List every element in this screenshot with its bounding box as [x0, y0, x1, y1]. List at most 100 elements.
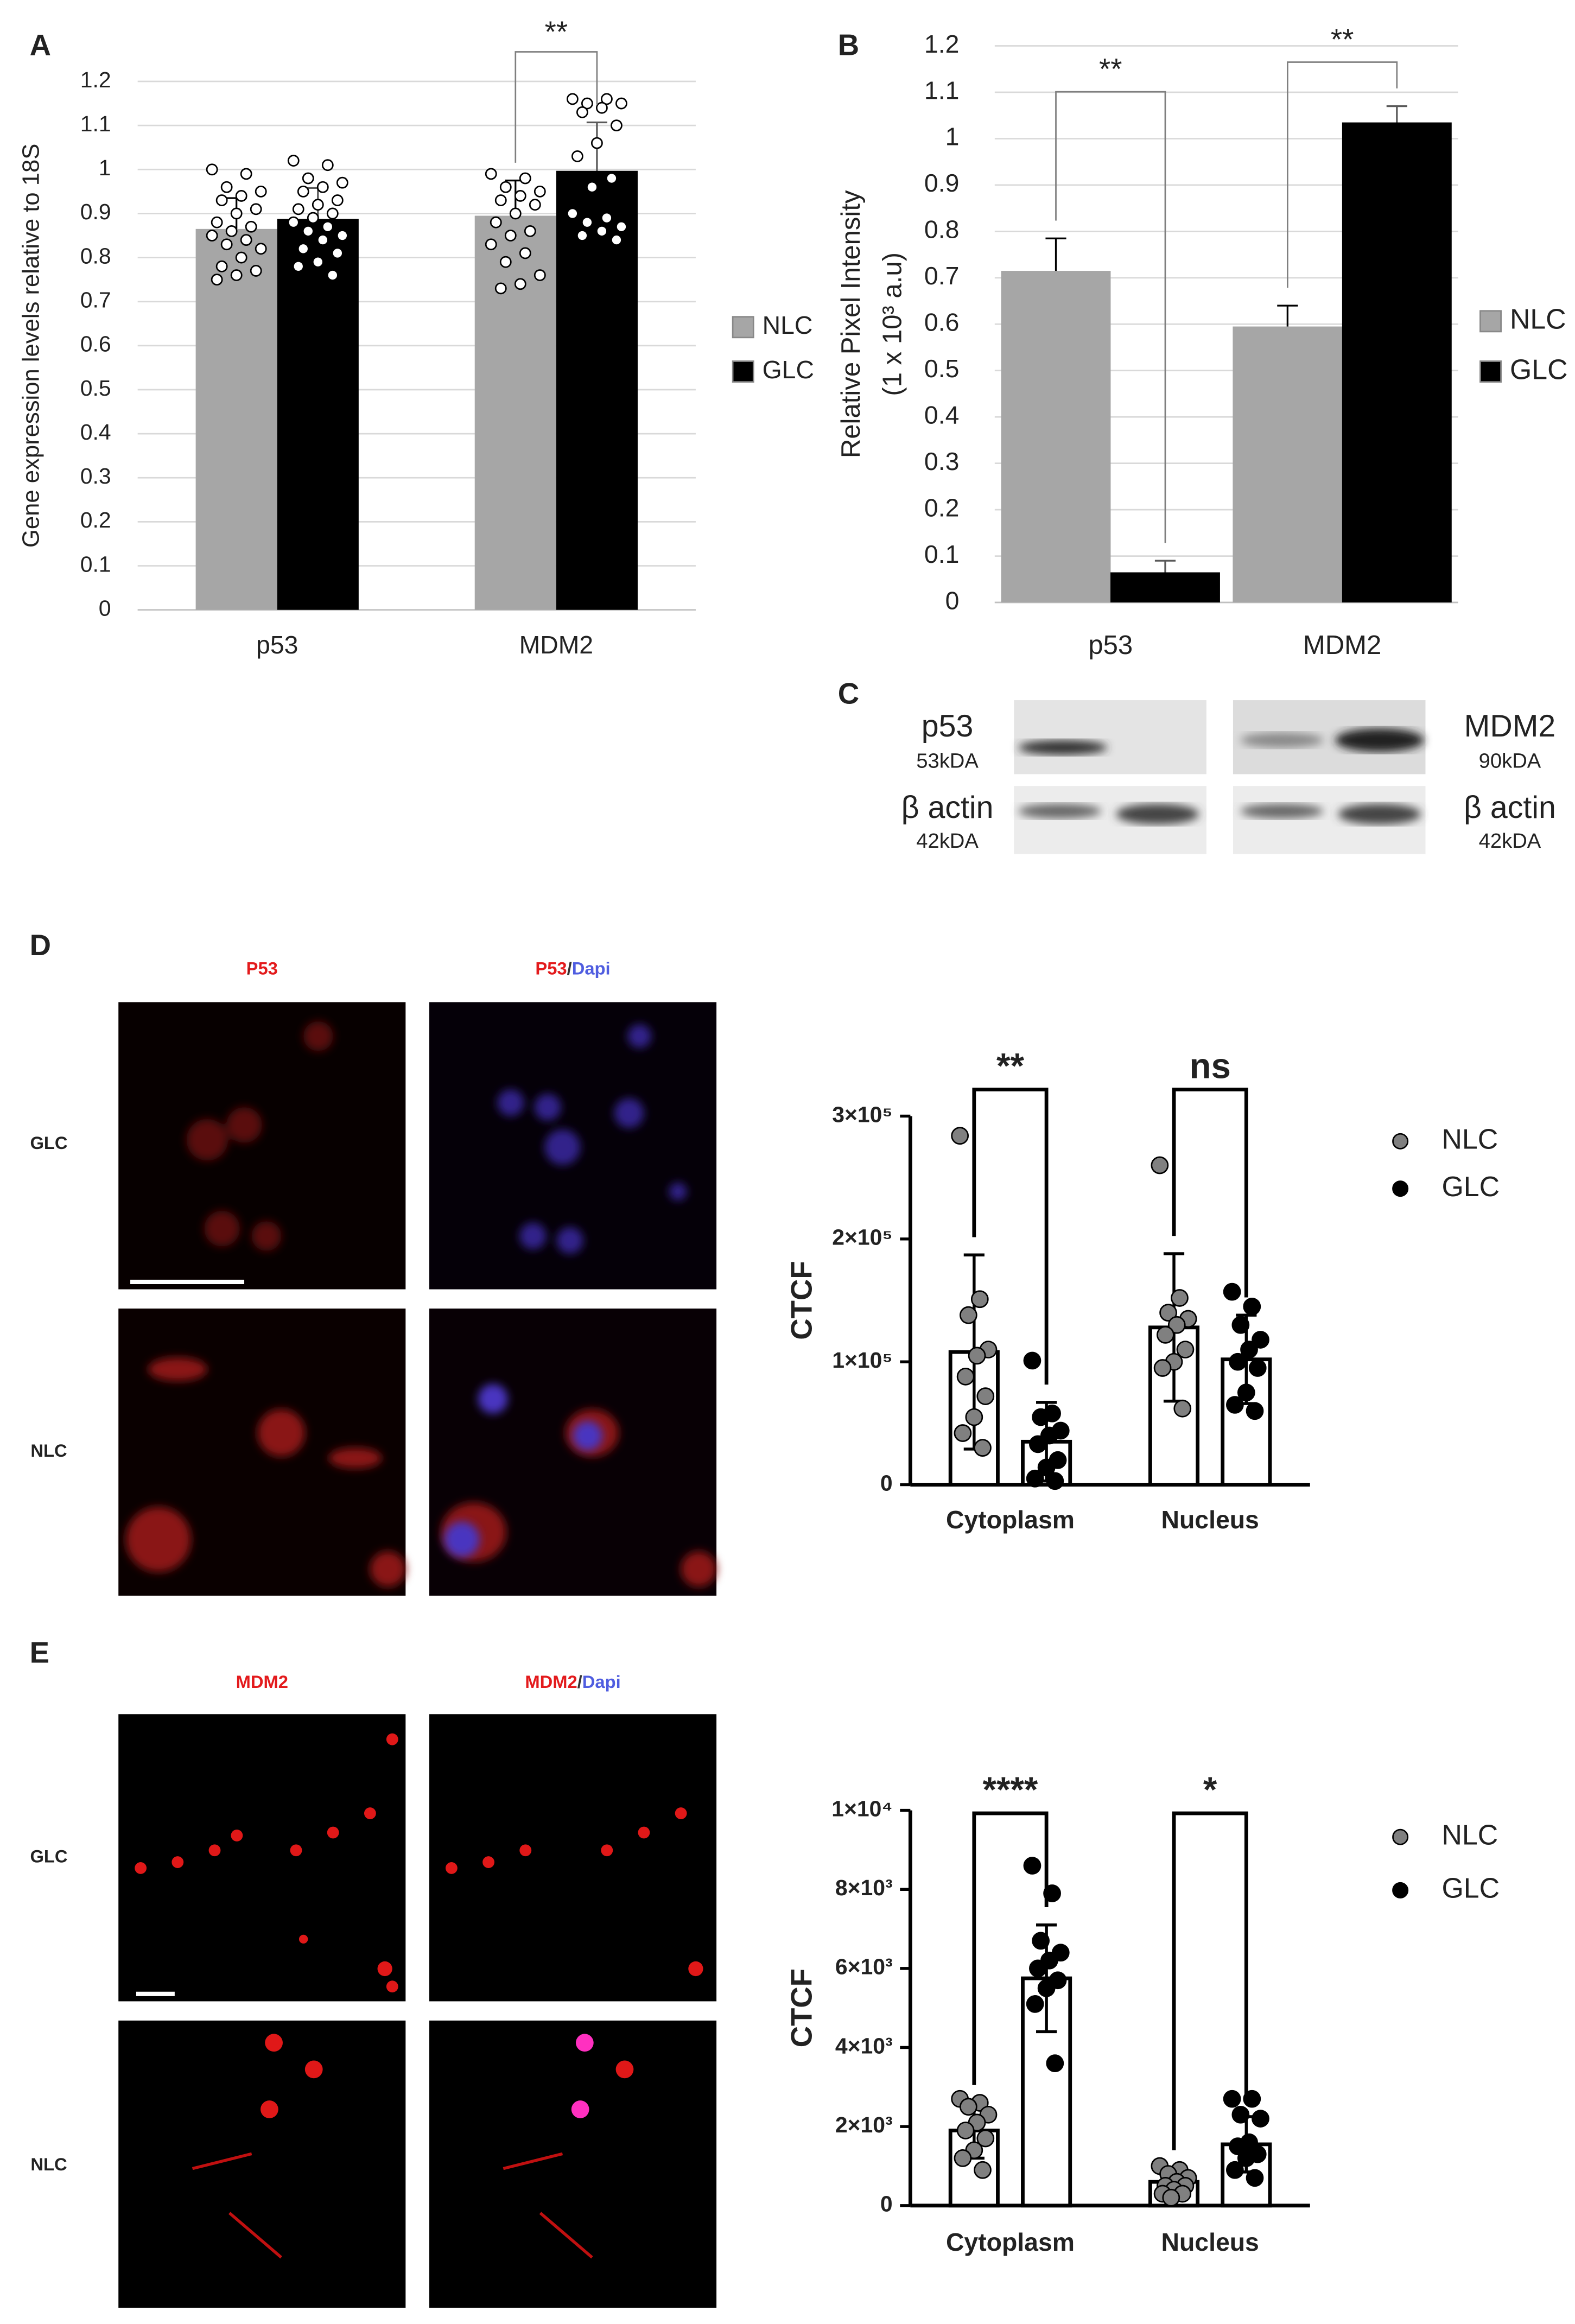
data-point [1046, 1472, 1064, 1490]
column-label-part: Dapi [582, 1672, 621, 1692]
y-tick-label: 8×10³ [835, 1875, 893, 1900]
data-point [596, 101, 608, 114]
data-point [312, 199, 324, 211]
data-point [499, 256, 512, 268]
x-tick-label: Cytoplasm [946, 1506, 1075, 1534]
y-tick-label: 0 [945, 586, 960, 614]
data-point [534, 185, 546, 198]
significance-bracket [1286, 61, 1398, 288]
data-point [215, 260, 228, 272]
y-tick-label: 0.9 [80, 199, 111, 224]
y-tick-label: 0.4 [924, 401, 959, 429]
data-point [1231, 2105, 1250, 2124]
y-tick-label: 0.7 [924, 262, 959, 290]
y-tick-label: 1.1 [80, 111, 111, 136]
legend-marker [1479, 310, 1502, 333]
data-point [211, 274, 223, 286]
data-point [245, 220, 257, 233]
data-point [235, 251, 247, 264]
data-point [524, 225, 536, 237]
data-point [297, 185, 309, 198]
y-tick-label: 1×10⁵ [832, 1348, 892, 1373]
data-point [1029, 1959, 1047, 1978]
data-point [326, 207, 339, 220]
data-point [504, 230, 517, 242]
data-point [1032, 1408, 1050, 1426]
data-point [615, 97, 627, 110]
data-point [206, 230, 218, 242]
data-point [302, 172, 314, 185]
data-point [321, 220, 334, 233]
data-point [485, 168, 497, 180]
panel-label: E [30, 1636, 49, 1669]
significance-bracket [1172, 1811, 1248, 2150]
row-label: NLC [30, 1440, 67, 1461]
data-point [956, 2122, 975, 2139]
x-tick-label: Nucleus [1161, 2228, 1259, 2256]
significance-bracket [515, 51, 598, 163]
data-point [1037, 1979, 1056, 1997]
data-point [959, 1306, 977, 1324]
data-point [601, 212, 613, 224]
y-tick-label: 1.1 [924, 76, 959, 104]
column-label-part: / [567, 958, 572, 978]
bar [1001, 271, 1111, 603]
data-point [611, 119, 623, 132]
data-point [596, 225, 608, 237]
data-point [292, 260, 304, 272]
significance-label: ** [545, 15, 568, 48]
y-axis-label: CTCF [785, 1261, 818, 1339]
protein-size: 53kDA [916, 750, 979, 773]
significance-label: ** [996, 1046, 1024, 1085]
data-point [590, 137, 603, 149]
column-label: MDM2 [236, 1672, 288, 1692]
data-point [514, 190, 526, 202]
data-point [611, 234, 623, 246]
column-label: MDM2/Dapi [525, 1672, 620, 1692]
data-point [336, 230, 348, 242]
panel-label: B [838, 29, 859, 62]
data-point [230, 269, 243, 281]
y-tick-label: 3×10⁵ [832, 1102, 892, 1127]
panel-label: A [30, 29, 51, 62]
data-point [954, 1424, 972, 1442]
data-point [307, 212, 319, 224]
y-tick-label: 0.5 [80, 376, 111, 401]
column-label-part: MDM2 [525, 1672, 577, 1692]
data-point [586, 181, 598, 193]
data-point [951, 1127, 969, 1145]
data-point [215, 194, 228, 206]
x-tick-label: MDM2 [1303, 631, 1382, 660]
data-point [1167, 1316, 1186, 1334]
legend-marker [1392, 1133, 1409, 1150]
y-tick-label: 2×10⁵ [832, 1225, 892, 1250]
data-point [1171, 1289, 1189, 1307]
legend-marker [732, 360, 754, 383]
data-point [571, 150, 583, 162]
column-label-part: P53 [535, 958, 567, 978]
data-point [321, 159, 334, 172]
data-point [576, 106, 588, 118]
data-point [529, 199, 541, 211]
protein-size: 42kDA [1479, 829, 1541, 853]
blot-images [1014, 700, 1426, 854]
data-point [1037, 1458, 1056, 1477]
legend-marker [1479, 360, 1502, 383]
legend-marker [1392, 1180, 1409, 1197]
y-axis-label: Gene expression levels relative to 18S [18, 144, 45, 548]
data-point [1173, 1399, 1192, 1418]
y-tick-label: 1 [99, 155, 111, 180]
data-point [514, 278, 526, 290]
legend-label: NLC [1442, 1819, 1498, 1850]
x-tick-label: Nucleus [1161, 1506, 1259, 1534]
data-point [974, 1439, 992, 1457]
data-point [292, 203, 304, 215]
legend-label: NLC [1442, 1123, 1498, 1155]
legend-marker [732, 316, 754, 339]
data-point [1229, 2137, 1247, 2155]
data-point [581, 97, 593, 110]
protein-name: β actin [1464, 790, 1556, 825]
data-point [1223, 1282, 1241, 1301]
data-point [316, 181, 329, 193]
protein-size: 42kDA [916, 829, 979, 853]
